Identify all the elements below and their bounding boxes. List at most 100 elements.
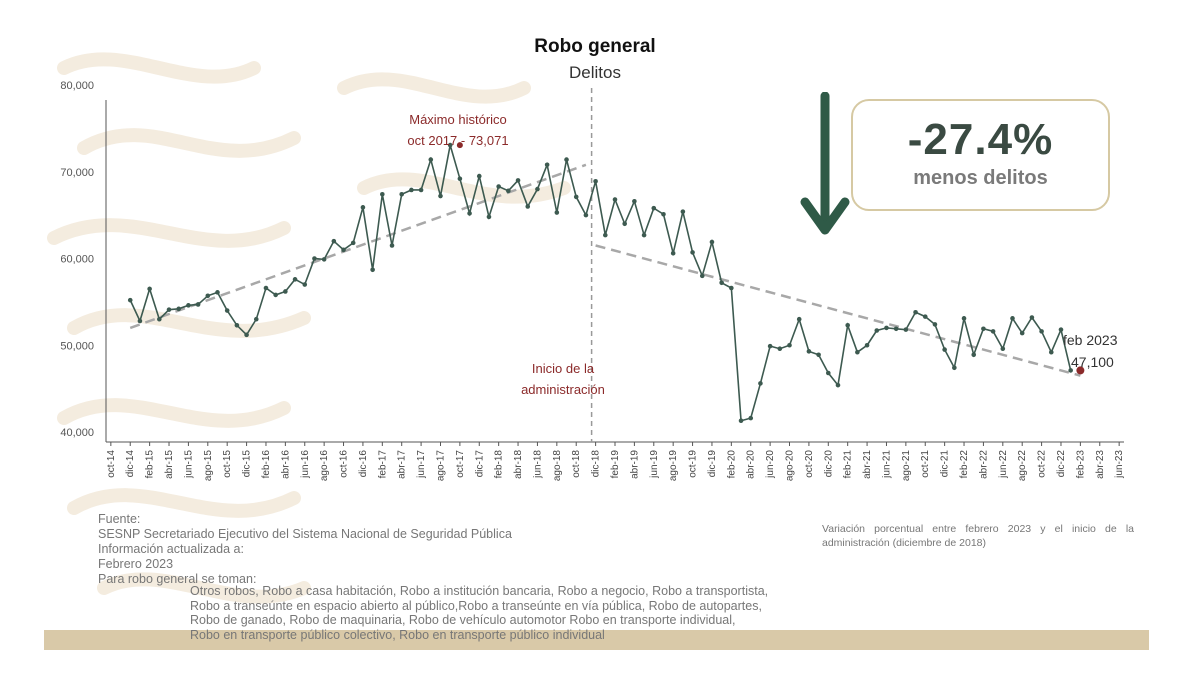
data-point xyxy=(787,342,792,348)
data-point xyxy=(729,285,734,291)
x-tick-label: oct-17 xyxy=(455,450,466,478)
data-point xyxy=(302,282,308,287)
x-tick-label: oct-16 xyxy=(339,450,350,478)
source-line: Información actualizada a: xyxy=(98,542,244,556)
data-point xyxy=(457,176,463,181)
data-point xyxy=(166,307,172,312)
x-tick-label: jun-20 xyxy=(765,450,776,479)
data-point xyxy=(641,232,647,238)
data-point xyxy=(738,418,744,424)
data-point xyxy=(593,178,598,184)
data-point xyxy=(990,329,996,334)
data-point xyxy=(321,257,327,262)
y-tick-label: 50,000 xyxy=(60,340,94,352)
chart-title: Robo general xyxy=(534,36,656,57)
data-point xyxy=(961,316,967,321)
data-point xyxy=(331,238,337,244)
data-point xyxy=(496,184,501,189)
x-tick-label: abr-20 xyxy=(746,450,757,479)
peak-label: oct 2017 - 73,071 xyxy=(407,133,508,148)
data-point xyxy=(244,332,249,338)
x-tick-label: abr-15 xyxy=(164,450,175,479)
data-point xyxy=(893,326,899,332)
source-list-line: Robo en transporte público colectivo, Ro… xyxy=(190,627,605,642)
x-tick-label: jun-18 xyxy=(532,450,543,479)
data-point xyxy=(835,382,841,388)
data-point xyxy=(632,198,637,204)
data-point xyxy=(971,352,977,358)
source-list-line: Robo a transeúnte en espacio abierto al … xyxy=(190,598,762,613)
decorative-watermark-pattern xyxy=(47,52,571,604)
x-tick-label: dic-14 xyxy=(125,450,136,478)
data-point xyxy=(1068,368,1073,373)
x-tick-label: dic-16 xyxy=(358,450,369,478)
x-tick-label: ago-18 xyxy=(552,450,563,482)
data-point xyxy=(554,210,560,215)
x-tick-label: jun-21 xyxy=(881,450,892,479)
source-line: Fuente: xyxy=(98,512,141,526)
data-point xyxy=(903,327,909,332)
x-tick-label: dic-15 xyxy=(242,450,253,478)
data-point xyxy=(263,285,269,291)
data-point xyxy=(127,297,133,303)
data-point xyxy=(816,352,821,358)
data-point xyxy=(670,250,676,256)
x-tick-label: oct-20 xyxy=(804,450,815,478)
data-point xyxy=(515,178,521,183)
x-tick-label: dic-17 xyxy=(474,450,485,478)
data-point xyxy=(777,346,783,352)
data-point xyxy=(680,209,686,214)
data-point xyxy=(447,142,453,148)
x-tick-label: dic-19 xyxy=(707,450,718,478)
data-point xyxy=(341,247,346,253)
source-crime-list: Otros robos, Robo a casa habitación, Rob… xyxy=(190,584,768,642)
data-point xyxy=(603,232,608,238)
data-point xyxy=(147,286,152,292)
data-point xyxy=(389,243,395,248)
x-tick-label: abr-17 xyxy=(397,450,408,479)
x-tick-label: abr-21 xyxy=(862,450,873,479)
data-point xyxy=(942,347,947,352)
x-tick-label: feb-16 xyxy=(261,450,272,479)
data-point xyxy=(709,239,715,245)
kpi-caption: menos delitos xyxy=(913,167,1048,189)
data-point xyxy=(186,303,191,308)
x-tick-label: dic-21 xyxy=(940,450,951,478)
data-point xyxy=(796,316,802,322)
data-point xyxy=(467,211,472,216)
chart-subtitle: Delitos xyxy=(569,63,621,82)
data-point xyxy=(825,370,831,376)
x-tick-label: oct-21 xyxy=(920,450,931,478)
x-tick-label: jun-22 xyxy=(998,450,1009,479)
data-point xyxy=(535,186,540,192)
source-list-line: Otros robos, Robo a casa habitación, Rob… xyxy=(190,584,769,598)
data-point xyxy=(583,212,589,218)
y-tick-label: 40,000 xyxy=(60,427,94,439)
data-point xyxy=(855,349,860,355)
data-point xyxy=(476,173,482,179)
arrow-down-icon xyxy=(800,92,850,235)
x-tick-label: feb-21 xyxy=(843,450,854,479)
source-line: Febrero 2023 xyxy=(98,557,174,571)
data-point xyxy=(767,343,773,349)
x-tick-label: feb-20 xyxy=(726,450,737,479)
data-point xyxy=(922,314,928,319)
x-tick-label: abr-19 xyxy=(629,450,640,479)
data-point xyxy=(506,188,511,194)
data-point xyxy=(651,205,657,211)
x-tick-label: oct-18 xyxy=(571,450,582,478)
source-line: Para robo general se toman: xyxy=(98,572,257,586)
peak-label: Máximo histórico xyxy=(409,112,507,127)
data-point xyxy=(350,240,356,246)
data-point xyxy=(622,221,627,227)
data-point xyxy=(845,322,850,328)
admin-start-label: Inicio de la xyxy=(532,361,595,376)
data-point xyxy=(544,162,550,168)
x-tick-label: oct-15 xyxy=(222,450,233,478)
data-point xyxy=(1000,346,1006,352)
x-tick-label: abr-22 xyxy=(978,450,989,479)
data-point xyxy=(283,289,288,294)
data-point xyxy=(292,277,298,282)
data-point xyxy=(486,214,492,220)
series-line xyxy=(129,144,1072,422)
